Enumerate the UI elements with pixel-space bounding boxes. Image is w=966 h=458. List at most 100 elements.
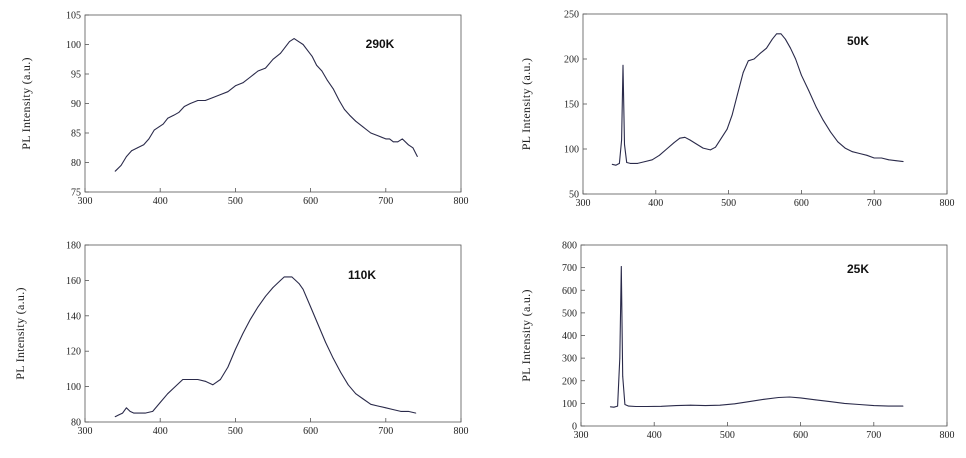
spectrum-point [753, 58, 755, 60]
spectrum-point [347, 384, 349, 386]
spectrum-point [873, 405, 875, 406]
temperature-label: 25K [847, 262, 869, 276]
spectrum-point [808, 90, 810, 91]
spectrum-point [690, 404, 692, 406]
spectrum-point [705, 405, 706, 406]
spectrum-point [298, 283, 300, 285]
spectrum-point [204, 100, 206, 101]
spectrum-point [298, 41, 299, 42]
spectrum-point [415, 412, 417, 414]
spectrum-point [242, 333, 244, 334]
spectrum-point [302, 44, 304, 45]
spectrum-point [624, 144, 625, 145]
spectrum-point [408, 144, 409, 146]
spectrum-point [137, 147, 139, 149]
y-tick-label: 800 [562, 241, 577, 252]
y-tick-label: 180 [66, 241, 81, 252]
spectrum-point [622, 64, 624, 66]
spectrum-point [902, 405, 904, 407]
spectrum-point [613, 406, 615, 408]
spectrum-point [629, 163, 631, 164]
y-tick-label: 500 [562, 308, 577, 319]
spectrum-point [302, 288, 304, 290]
plot-frame [84, 14, 462, 193]
spectrum-point [829, 401, 831, 402]
spectrum-point [349, 114, 351, 116]
spectrum-point [114, 416, 116, 418]
spectrum-point [183, 106, 185, 107]
spectrum-point [689, 139, 691, 141]
spectrum-point [902, 161, 904, 163]
spectrum-point [766, 47, 767, 49]
spectrum-point [265, 67, 266, 69]
spectrum-point [785, 38, 786, 40]
spectrum-point [287, 276, 289, 278]
y-tick-label: 85 [71, 129, 81, 140]
x-tick-label: 400 [153, 426, 168, 437]
x-tick-label: 800 [940, 430, 955, 441]
y-tick-label: 90 [71, 99, 81, 110]
spectrum-point [622, 375, 624, 377]
spectrum-point [332, 357, 334, 359]
spectrum-point [257, 70, 259, 72]
spectrum-point [235, 349, 236, 350]
spectrum-point [143, 144, 145, 146]
spectrum-point [280, 280, 281, 281]
spectrum-line [114, 276, 417, 418]
spectrum-point [673, 142, 675, 144]
spectrum-point [800, 397, 801, 399]
spectrum-point [362, 126, 364, 128]
spectrum-point [695, 143, 697, 145]
spectrum-point [666, 148, 668, 150]
spectrum-point [118, 414, 120, 416]
spectrum-point [344, 109, 345, 110]
spectrum-point [220, 379, 221, 380]
spectrum-point [377, 135, 379, 137]
spectrum-point [675, 405, 677, 406]
spectrum-point [859, 153, 860, 154]
spectrum-point [332, 88, 334, 90]
spectrum-point [197, 379, 199, 380]
spectrum-point [311, 55, 313, 57]
spectrum-point [400, 411, 402, 412]
spectrum-point [731, 114, 733, 116]
spectrum-point [291, 276, 293, 278]
spectrum-line [114, 38, 418, 172]
spectrum-point [759, 53, 761, 54]
spectrum-point [778, 397, 779, 398]
spectrum-point [734, 403, 736, 405]
spectrum-point [295, 280, 296, 281]
y-tick-label: 100 [562, 399, 577, 410]
spectrum-point [719, 404, 721, 406]
spectrum-point [747, 60, 749, 62]
spectrum-point [235, 85, 236, 87]
spectrum-point [129, 411, 131, 412]
spectrum-point [726, 128, 728, 130]
spectrum-point [272, 58, 274, 60]
y-tick-label: 200 [562, 376, 577, 387]
spectrum-point [289, 41, 290, 42]
spectrum-point [280, 52, 281, 54]
spectrum-point [789, 396, 790, 398]
spectrum-point [212, 384, 214, 386]
spectrum-point [715, 146, 716, 148]
spectrum-point [771, 38, 773, 40]
spectrum-point [307, 50, 308, 51]
x-tick-label: 600 [793, 430, 808, 441]
x-tick-label: 600 [303, 196, 318, 207]
spectrum-point [881, 157, 882, 159]
spectrum-point [858, 404, 860, 405]
spectrum-point [152, 411, 154, 412]
spectrum-point [370, 403, 372, 405]
spectrum-point [780, 33, 782, 35]
spectrum-point [316, 64, 317, 66]
y-tick-label: 100 [564, 145, 579, 156]
spectrum-point [392, 409, 394, 410]
spectrum-point [644, 161, 646, 163]
spectrum-point [611, 163, 613, 165]
spectrum-point [749, 401, 750, 402]
x-tick-label: 400 [153, 196, 168, 207]
spectrum-point [212, 97, 214, 98]
spectrum-point [814, 399, 816, 401]
y-tick-label: 250 [564, 10, 579, 21]
